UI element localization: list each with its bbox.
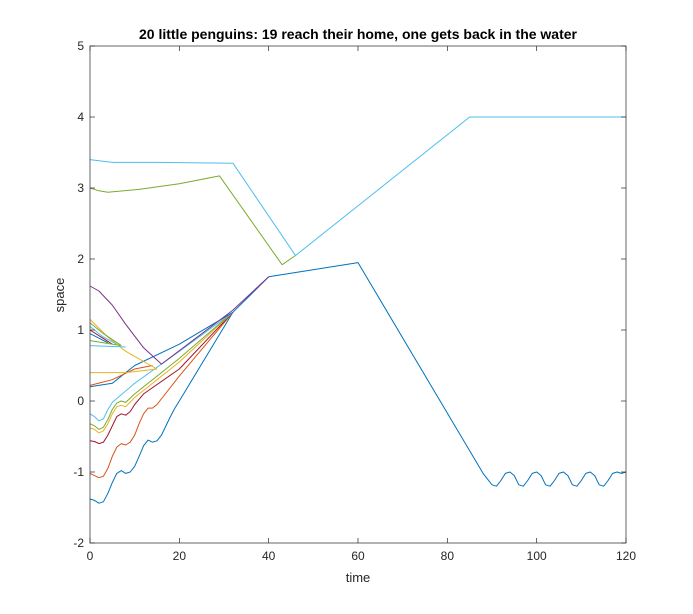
penguin-path-3 — [89, 311, 234, 445]
y-axis: -2 -1 0 1 2 3 4 5 — [73, 39, 626, 550]
x-tick-label: 60 — [351, 549, 365, 563]
x-axis: 0 20 40 60 80 100 120 — [87, 46, 636, 563]
y-tick-label: -1 — [73, 465, 84, 479]
y-tick-label: 4 — [77, 110, 84, 124]
y-tick-label: -2 — [73, 536, 84, 550]
x-tick-label: 120 — [616, 549, 636, 563]
x-tick-label: 80 — [441, 549, 455, 563]
y-tick-label: 5 — [77, 39, 84, 53]
penguin-path-5 — [89, 311, 234, 430]
y-tick-label: 1 — [77, 323, 84, 337]
penguin-path-19 — [89, 116, 626, 256]
penguin-path-9 — [90, 368, 158, 374]
penguin-path-14 — [89, 333, 109, 344]
penguin-path-2 — [89, 311, 234, 479]
penguin-path-7 — [89, 311, 234, 388]
penguin-path-8 — [89, 365, 153, 386]
penguin-path-18 — [89, 175, 296, 266]
penguin-path-15 — [89, 340, 122, 347]
x-tick-label: 0 — [87, 549, 94, 563]
penguin-path-11 — [89, 322, 122, 347]
penguin-path-4 — [89, 311, 234, 434]
x-tick-label: 20 — [173, 549, 187, 563]
penguin-path-13 — [89, 329, 113, 345]
penguin-path-1 — [89, 262, 627, 504]
penguin-path-16 — [89, 345, 126, 348]
y-tick-label: 3 — [77, 181, 84, 195]
plot-area — [90, 46, 626, 543]
penguin-path-17 — [89, 276, 270, 365]
x-tick-label: 40 — [262, 549, 276, 563]
y-tick-label: 2 — [77, 252, 84, 266]
series-layer — [89, 116, 627, 504]
x-tick-label: 100 — [527, 549, 547, 563]
y-tick-label: 0 — [77, 394, 84, 408]
x-axis-label: time — [346, 570, 371, 585]
y-axis-label: space — [52, 278, 67, 313]
chart-title: 20 little penguins: 19 reach their home,… — [139, 26, 578, 42]
